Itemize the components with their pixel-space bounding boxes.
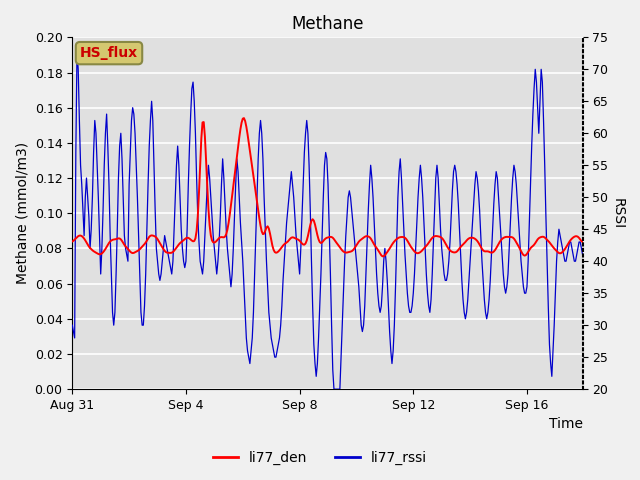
Text: HS_flux: HS_flux — [80, 46, 138, 60]
X-axis label: Time: Time — [548, 418, 582, 432]
Legend: li77_den, li77_rssi: li77_den, li77_rssi — [207, 445, 433, 471]
Y-axis label: Methane (mmol/m3): Methane (mmol/m3) — [15, 142, 29, 284]
Title: Methane: Methane — [291, 15, 364, 33]
Y-axis label: RSSI: RSSI — [611, 198, 625, 229]
